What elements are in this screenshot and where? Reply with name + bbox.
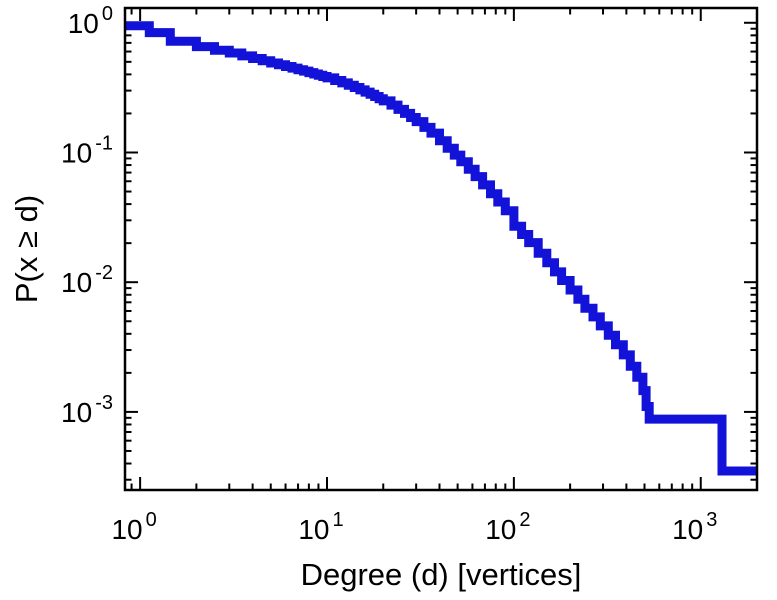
x-axis-label: Degree (d) [vertices]	[301, 557, 582, 592]
plot-frame	[123, 6, 759, 492]
y-tick-label: 10 -3	[61, 392, 113, 428]
x-tick-label: 10 2	[485, 509, 530, 545]
x-tick-label: 10 0	[111, 509, 156, 545]
y-axis-label: P(x ≥ d)	[9, 195, 44, 303]
y-tick-label: 10 -2	[61, 262, 113, 298]
x-tick-label: 10 3	[672, 509, 717, 545]
ccdf-step-line	[125, 21, 757, 476]
y-tick-label: 10 0	[68, 3, 113, 39]
tick-labels: 10 0 10 1 10 2 10 3 10 0 10 -1 10 -2 10 -3	[61, 3, 717, 545]
x-tick-label: 10 1	[298, 509, 343, 545]
y-tick-label: 10 -1	[61, 132, 113, 168]
